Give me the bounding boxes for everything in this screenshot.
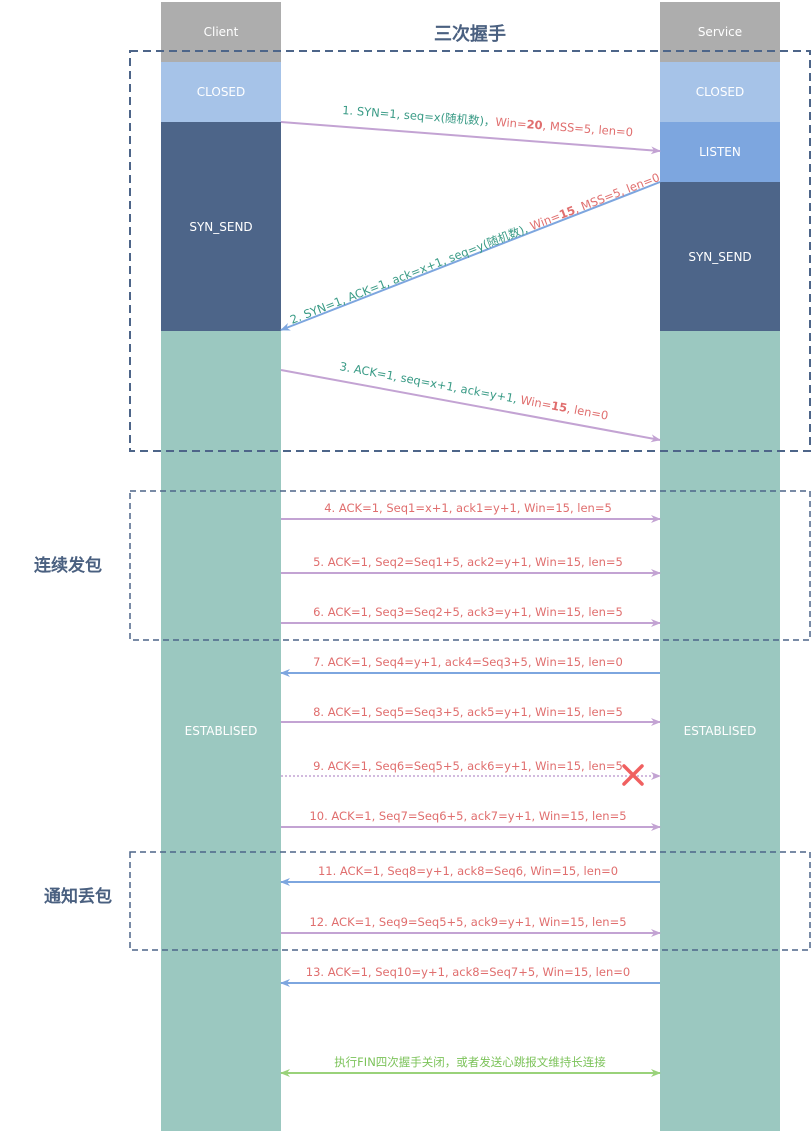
section-label-continuous-send: 连续发包 [34,556,102,576]
client-state-closed-label: CLOSED [196,85,246,99]
message-10-label: 10. ACK=1, Seq7=Seq6+5, ack7=y+1, Win=15… [309,809,626,823]
packet-lost-cross-icon [622,764,644,786]
message-5-label: 5. ACK=1, Seq2=Seq1+5, ack2=y+1, Win=15,… [313,555,623,569]
message-1-label-part-d: , MSS=5, len=0 [542,118,633,139]
client-state-syn-send-label: SYN_SEND [189,219,253,234]
server-state-listen-label: LISTEN [699,145,741,159]
message-4-label: 4. ACK=1, Seq1=x+1, ack1=y+1, Win=15, le… [324,501,612,515]
message-1-label-part-b: Win= [495,115,527,131]
message-6-label: 6. ACK=1, Seq3=Seq2+5, ack3=y+1, Win=15,… [313,605,623,619]
notify-loss-group-frame [129,851,811,951]
message-3-label-part-b: Win= [519,393,552,412]
server-state-established-label: ESTABLISED [683,724,757,738]
server-state-closed: CLOSED [660,62,780,122]
message-1-label-part-c: 20 [526,117,543,132]
message-3-arrow [280,369,661,443]
server-state-listen: LISTEN [660,122,780,182]
message-3-label-part-c: 15 [550,398,568,415]
message-2-label: 2. SYN=1, ACK=1, ack=x+1, seq=y(随机数), Wi… [288,170,662,327]
message-2-label-part-b: Win= [528,209,562,233]
client-state-closed: CLOSED [161,62,281,122]
client-state-established: ESTABLISED [161,331,281,1131]
server-header-label: Service [697,25,743,39]
message-1-label-part-a: 1. SYN=1, seq=x(随机数)， [342,103,496,129]
handshake-group-frame [129,50,811,452]
message-13-label: 13. ACK=1, Seq10=y+1, ack8=Seq7+5, Win=1… [306,965,630,979]
message-9-label: 9. ACK=1, Seq6=Seq5+5, ack6=y+1, Win=15,… [313,759,623,773]
section-label-notify-loss: 通知丢包 [44,887,112,907]
diagram-title: 三次握手 [434,24,506,45]
message-2-label-part-a: 2. SYN=1, ACK=1, ack=x+1, seq=y(随机数), [288,220,533,327]
message-7-label: 7. ACK=1, Seq4=y+1, ack4=Seq3+5, Win=15,… [313,655,623,669]
message-11-label: 11. ACK=1, Seq8=y+1, ack8=Seq6, Win=15, … [318,864,618,878]
server-state-syn-send: SYN_SEND [660,182,780,331]
message-1-label: 1. SYN=1, seq=x(随机数)，Win=20, MSS=5, len=… [342,103,634,139]
continuous-send-group-frame [129,490,811,641]
client-header-label: Client [203,25,239,39]
message-8-label: 8. ACK=1, Seq5=Seq3+5, ack5=y+1, Win=15,… [313,705,623,719]
server-state-closed-label: CLOSED [695,85,745,99]
message-2-label-part-c: 15 [557,203,577,222]
message-3-label: 3. ACK=1, seq=x+1, ack=y+1, Win=15, len=… [338,359,609,423]
server-state-syn-send-label: SYN_SEND [688,249,752,264]
message-12-label: 12. ACK=1, Seq9=Seq5+5, ack9=y+1, Win=15… [309,915,626,929]
message-3-label-part-a: 3. ACK=1, seq=x+1, ack=y+1, [338,359,521,406]
message-2-label-part-d: , MSS=5, len=0 [572,170,662,216]
message-14-label: 执行FIN四次握手关闭，或者发送心跳报文维持长连接 [334,1055,606,1069]
message-1-arrow [280,121,661,155]
message-2-arrow [280,181,661,331]
server-state-established: ESTABLISED [660,331,780,1131]
message-3-label-part-d: , len=0 [566,401,610,422]
client-state-established-label: ESTABLISED [184,724,258,738]
client-state-syn-send: SYN_SEND [161,122,281,331]
